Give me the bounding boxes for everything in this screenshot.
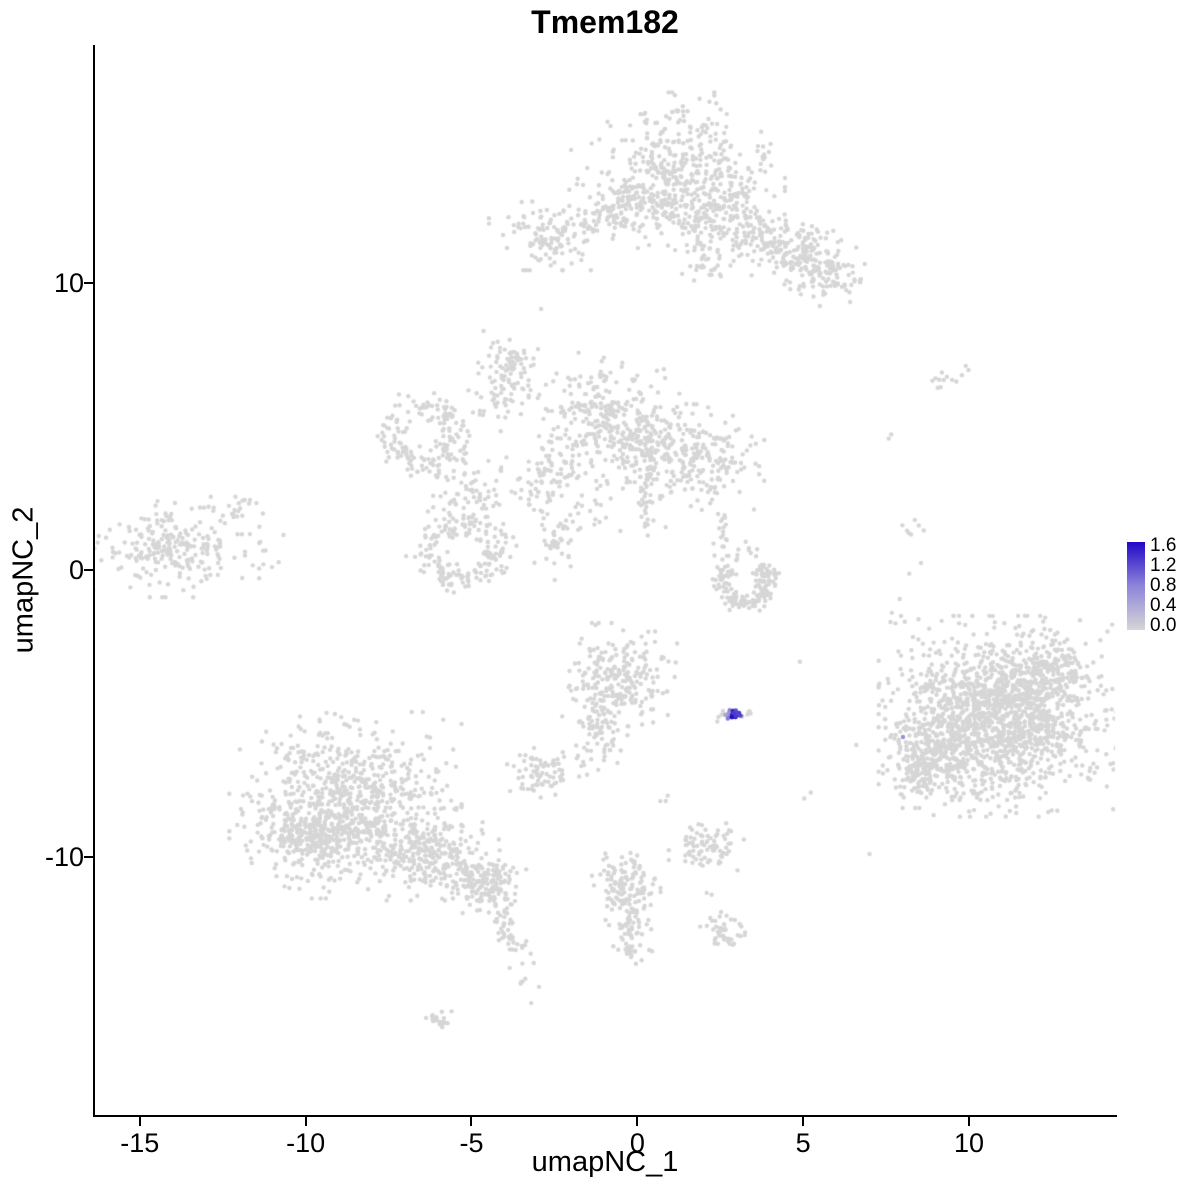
x-tick-mark xyxy=(138,1117,141,1126)
y-tick-mark xyxy=(84,855,93,858)
x-tick-label: -15 xyxy=(120,1128,160,1158)
x-axis-title: umapNC_1 xyxy=(531,1146,679,1178)
expression-colorbar xyxy=(1127,542,1145,630)
legend-tick-label: 0.8 xyxy=(1150,575,1177,596)
x-tick-label: 5 xyxy=(795,1128,811,1158)
legend-tick-label: 1.6 xyxy=(1150,535,1177,556)
x-tick-label: -10 xyxy=(286,1128,326,1158)
y-tick-label: 10 xyxy=(53,268,84,299)
x-tick-mark xyxy=(636,1117,639,1126)
x-axis-line xyxy=(93,1115,1117,1117)
x-tick-label: -5 xyxy=(459,1128,484,1158)
y-tick-label: -10 xyxy=(44,841,84,872)
x-tick-mark xyxy=(802,1117,805,1126)
y-tick-label: 0 xyxy=(68,554,84,585)
x-tick-label: 10 xyxy=(954,1128,985,1158)
x-tick-mark xyxy=(968,1117,971,1126)
chart-title: Tmem182 xyxy=(531,4,679,40)
y-tick-mark xyxy=(84,282,93,285)
y-axis-line xyxy=(93,45,95,1117)
legend-tick-label: 1.2 xyxy=(1150,555,1177,576)
x-tick-mark xyxy=(304,1117,307,1126)
legend-tick-label: 0.0 xyxy=(1150,615,1177,636)
y-axis-title: umapNC_2 xyxy=(7,506,40,654)
x-tick-mark xyxy=(470,1117,473,1126)
x-tick-label: 0 xyxy=(629,1128,645,1158)
legend-tick-label: 0.4 xyxy=(1150,595,1177,616)
y-tick-mark xyxy=(84,568,93,571)
